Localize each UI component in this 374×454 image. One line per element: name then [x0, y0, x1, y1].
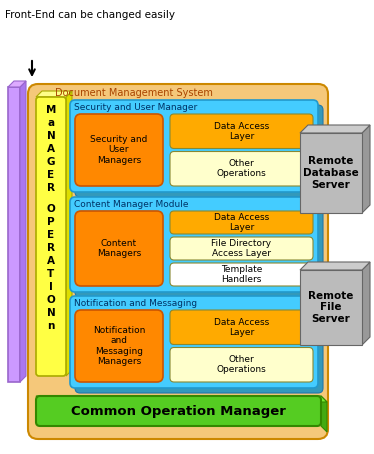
- Text: A: A: [47, 256, 55, 266]
- Text: Front-End can be changed easily: Front-End can be changed easily: [5, 10, 175, 20]
- FancyBboxPatch shape: [75, 301, 323, 393]
- Polygon shape: [300, 125, 370, 133]
- Text: Security and User Manager: Security and User Manager: [74, 103, 197, 112]
- FancyBboxPatch shape: [170, 152, 313, 186]
- FancyBboxPatch shape: [70, 100, 318, 192]
- Text: Data Access
Layer: Data Access Layer: [214, 317, 269, 337]
- FancyBboxPatch shape: [170, 263, 313, 286]
- Text: Document Management System: Document Management System: [55, 88, 213, 98]
- Text: Content Manager Module: Content Manager Module: [74, 200, 188, 209]
- Text: Other
Operations: Other Operations: [217, 159, 266, 178]
- FancyBboxPatch shape: [28, 84, 328, 439]
- Text: A: A: [47, 144, 55, 154]
- Text: Other
Operations: Other Operations: [217, 355, 266, 375]
- FancyBboxPatch shape: [75, 310, 163, 382]
- Text: Remote
File
Server: Remote File Server: [308, 291, 354, 324]
- FancyBboxPatch shape: [75, 211, 163, 286]
- FancyBboxPatch shape: [36, 97, 66, 376]
- FancyBboxPatch shape: [36, 396, 321, 426]
- Text: R: R: [47, 183, 55, 193]
- Text: a: a: [47, 118, 55, 128]
- FancyBboxPatch shape: [170, 114, 313, 148]
- Text: E: E: [47, 230, 55, 240]
- FancyBboxPatch shape: [170, 211, 313, 234]
- Polygon shape: [300, 262, 370, 270]
- Text: G: G: [47, 157, 55, 167]
- Text: I: I: [49, 282, 53, 292]
- Bar: [8, 87, 20, 382]
- Text: Security and
User
Managers: Security and User Managers: [90, 135, 148, 165]
- Text: Template
Handlers: Template Handlers: [221, 265, 262, 284]
- Text: Data Access
Layer: Data Access Layer: [214, 213, 269, 232]
- Polygon shape: [362, 262, 370, 345]
- Text: T: T: [47, 269, 55, 279]
- Bar: [300, 270, 362, 345]
- FancyBboxPatch shape: [170, 310, 313, 345]
- FancyBboxPatch shape: [75, 105, 323, 197]
- Text: M: M: [46, 105, 56, 115]
- Text: Notification and Messaging: Notification and Messaging: [74, 299, 197, 308]
- Text: File Directory
Access Layer: File Directory Access Layer: [211, 239, 272, 258]
- FancyBboxPatch shape: [170, 237, 313, 260]
- Text: N: N: [47, 131, 55, 141]
- Text: Remote
Database
Server: Remote Database Server: [303, 156, 359, 190]
- Text: N: N: [47, 308, 55, 318]
- Text: O: O: [47, 295, 55, 305]
- FancyBboxPatch shape: [170, 347, 313, 382]
- FancyBboxPatch shape: [70, 296, 318, 388]
- Polygon shape: [321, 396, 327, 432]
- Text: R: R: [47, 243, 55, 253]
- FancyBboxPatch shape: [75, 202, 323, 297]
- Text: Content
Managers: Content Managers: [97, 239, 141, 258]
- Polygon shape: [36, 91, 72, 97]
- Text: Data Access
Layer: Data Access Layer: [214, 122, 269, 141]
- FancyBboxPatch shape: [70, 197, 318, 292]
- Polygon shape: [362, 125, 370, 213]
- Polygon shape: [8, 81, 26, 87]
- Text: Common Operation Manager: Common Operation Manager: [71, 405, 286, 418]
- Polygon shape: [20, 81, 26, 382]
- Text: E: E: [47, 170, 55, 180]
- Text: O: O: [47, 204, 55, 214]
- Polygon shape: [36, 396, 327, 402]
- Polygon shape: [66, 91, 72, 376]
- Text: P: P: [47, 217, 55, 227]
- Text: n: n: [47, 321, 55, 331]
- FancyBboxPatch shape: [75, 114, 163, 186]
- Bar: [300, 133, 362, 213]
- Text: Notification
and
Messaging
Managers: Notification and Messaging Managers: [93, 326, 145, 366]
